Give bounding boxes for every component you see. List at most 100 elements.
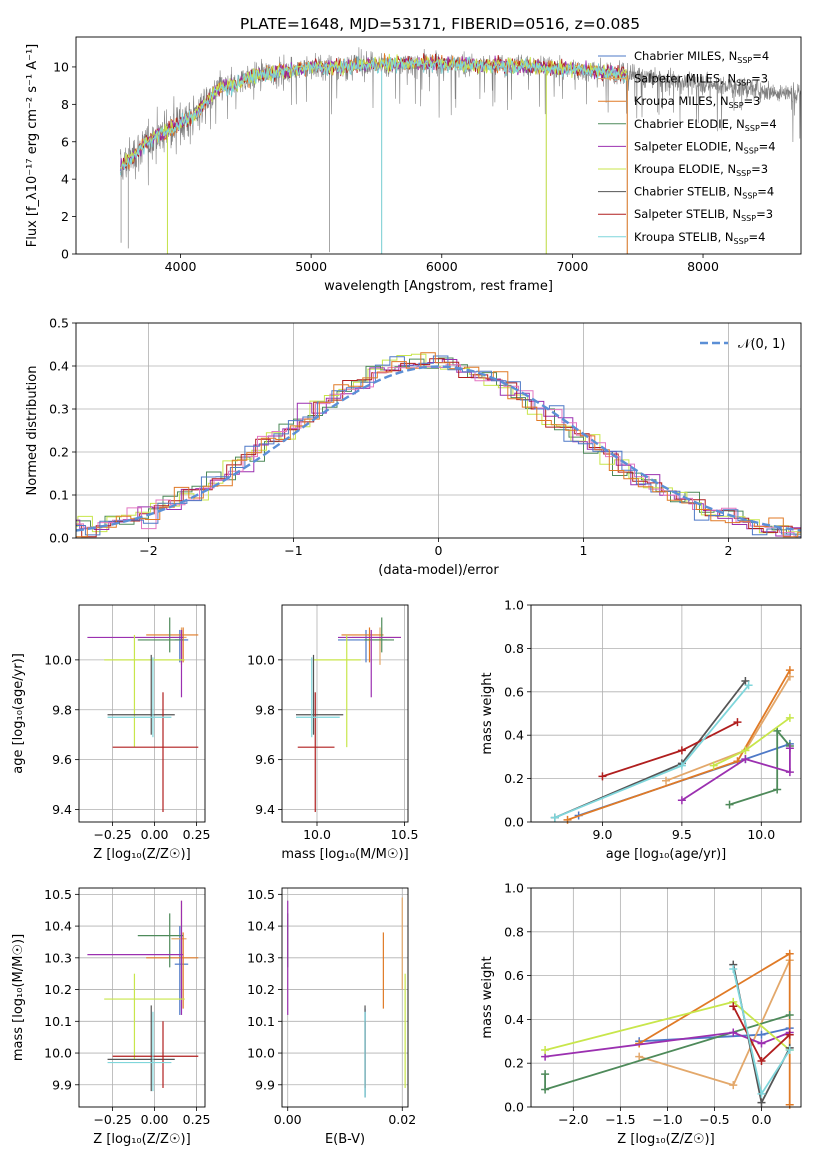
- x-axis-label: mass [log₁₀(M/M☉)]: [281, 847, 408, 862]
- spectrum-legend: Chabrier MILES, NSSP=4 Salpeter MILES, NS…: [598, 49, 777, 246]
- weight-point-marker: [725, 800, 734, 809]
- plot-content: 𝒩(0, 1): [76, 337, 801, 538]
- y-tick-label: 0: [61, 247, 69, 262]
- y-tick-label: 0.2: [504, 1056, 524, 1071]
- weight-point-marker: [785, 1046, 794, 1055]
- panel-weight_vs_Z: −2.0 −1.5 −1.0 −0.5 0.0 0.0 0.2 0.4 0.6 0.8 1.0 Z […: [480, 881, 802, 1147]
- plot-area: [531, 888, 801, 1107]
- y-tick-label: 9.6: [52, 752, 72, 767]
- weight-point-marker: [773, 785, 782, 794]
- x-tick-label: 0.00: [141, 1112, 169, 1127]
- plot-content: [287, 897, 406, 1098]
- y-tick-label: 0.4: [504, 1012, 524, 1027]
- x-tick-label: 10.0: [303, 827, 331, 842]
- y-tick-label: 0.8: [504, 641, 524, 656]
- y-tick-label: 0.8: [504, 924, 524, 939]
- y-tick-label: 9.4: [52, 802, 72, 817]
- plot-content: [87, 900, 199, 1092]
- weight-point-marker: [677, 746, 686, 755]
- weight-point-marker: [757, 1030, 766, 1039]
- x-axis-label: Z [log₁₀(Z/Z☉)]: [93, 847, 190, 862]
- x-tick-label: 9.5: [672, 827, 692, 842]
- y-tick-label: 10.3: [44, 950, 72, 965]
- weight-point-marker: [741, 676, 750, 685]
- axes-spines: [281, 604, 409, 823]
- axes-spines: [530, 604, 802, 823]
- y-tick-label: 1.0: [504, 881, 524, 896]
- x-tick-label: −1: [284, 543, 302, 558]
- axes-frame: −0.25 0.00 0.25 9.9 10.0 10.1 10.2 10.3 10.4 10.5…: [11, 887, 211, 1147]
- y-tick-label: 10.1: [44, 1014, 72, 1029]
- y-tick-label: 9.9: [255, 1077, 275, 1092]
- x-tick-label: −2.0: [558, 1112, 588, 1127]
- weight-point-marker: [550, 813, 559, 822]
- weight-point-marker: [677, 796, 686, 805]
- weight-point-marker: [785, 744, 794, 753]
- x-tick-label: 5000: [295, 259, 327, 274]
- weight-point-marker: [541, 1046, 550, 1055]
- y-tick-label: 9.8: [255, 702, 275, 717]
- weight-point-marker: [709, 761, 718, 770]
- axes-frame: 9.0 9.5 10.0 0.0 0.2 0.4 0.6 0.8 1.0 age [log₁₀(a…: [480, 598, 802, 862]
- y-tick-label: 0.2: [49, 445, 69, 460]
- plot-content: [541, 949, 794, 1109]
- weight-point-marker: [757, 1089, 766, 1098]
- axes-frame: −2.0 −1.5 −1.0 −0.5 0.0 0.0 0.2 0.4 0.6 0.8 1.0 Z […: [480, 881, 802, 1147]
- plot-area: [79, 605, 205, 822]
- panel-age_vs_Z: −0.25 0.00 0.25 9.4 9.6 9.8 10.0 Z [log₁₀(Z/Z☉)…: [11, 604, 211, 862]
- axes-frame: −2 −1 0 1 2 0.0 0.1 0.2 0.3 0.4 0.5 (data-model)/er…: [25, 316, 802, 578]
- legend-label: Kroupa ELODIE, NSSP=3: [634, 162, 768, 178]
- weight-point-marker: [729, 1028, 738, 1037]
- x-tick-label: 8000: [687, 259, 719, 274]
- weight-point-marker: [757, 1057, 766, 1066]
- x-tick-label: 4000: [165, 259, 197, 274]
- legend-label: Chabrier ELODIE, NSSP=4: [634, 117, 777, 133]
- x-axis-label: age [log₁₀(age/yr)]: [606, 847, 727, 862]
- x-axis-label: (data-model)/error: [378, 563, 499, 578]
- y-tick-label: 6: [61, 134, 69, 149]
- y-tick-label: 10.0: [247, 652, 275, 667]
- y-tick-label: 0.6: [504, 684, 524, 699]
- x-axis-label: wavelength [Angstrom, rest frame]: [324, 279, 553, 294]
- y-tick-label: 10.0: [44, 652, 72, 667]
- legend-label: Chabrier MILES, NSSP=4: [634, 49, 769, 65]
- legend-label: Salpeter STELIB, NSSP=3: [634, 207, 773, 223]
- y-tick-label: 9.9: [52, 1077, 72, 1092]
- weight-point-marker: [785, 1030, 794, 1039]
- y-tick-label: 10.4: [247, 919, 275, 934]
- y-tick-label: 2: [61, 209, 69, 224]
- y-axis-label: mass weight: [480, 956, 495, 1038]
- plot-content: [550, 666, 794, 824]
- y-tick-label: 1.0: [504, 598, 524, 613]
- histograms: [76, 352, 801, 538]
- x-tick-label: 10.5: [391, 827, 419, 842]
- legend-label: 𝒩(0, 1): [738, 337, 785, 352]
- axes-spines: [78, 887, 206, 1108]
- y-axis-label: Normed distribution: [25, 366, 40, 496]
- y-axis-label: mass weight: [480, 672, 495, 754]
- panel-age_vs_mass: 10.0 10.5 9.4 9.6 9.8 10.0 mass [log₁₀(M/M☉)]: [247, 604, 419, 862]
- weight-point-marker: [635, 1052, 644, 1061]
- x-tick-label: −0.5: [699, 1112, 729, 1127]
- y-tick-label: 4: [61, 172, 69, 187]
- y-tick-label: 10.2: [44, 982, 72, 997]
- y-tick-label: 0.4: [49, 359, 69, 374]
- x-tick-label: 0.00: [274, 1112, 302, 1127]
- x-tick-label: 0.00: [141, 827, 169, 842]
- spectrum-lines: [119, 47, 801, 254]
- weight-point-marker: [785, 1100, 794, 1109]
- x-axis-label: Z [log₁₀(Z/Z☉)]: [617, 1132, 714, 1147]
- weight-series-line: [681, 748, 791, 802]
- plot-content: [87, 617, 199, 813]
- plot-area: [531, 605, 801, 822]
- figure-title: PLATE=1648, MJD=53171, FIBERID=0516, z=0…: [240, 15, 640, 33]
- y-axis-label: Flux [f_λ10⁻¹⁷ erg cm⁻² s⁻¹ A⁻¹]: [25, 44, 40, 248]
- y-tick-label: 10.0: [247, 1046, 275, 1061]
- y-tick-label: 10.1: [247, 1014, 275, 1029]
- y-tick-label: 9.4: [255, 802, 275, 817]
- weight-point-marker: [785, 949, 794, 958]
- y-tick-label: 9.6: [255, 752, 275, 767]
- weight-point-marker: [541, 1070, 550, 1079]
- weight-point-marker: [729, 1081, 738, 1090]
